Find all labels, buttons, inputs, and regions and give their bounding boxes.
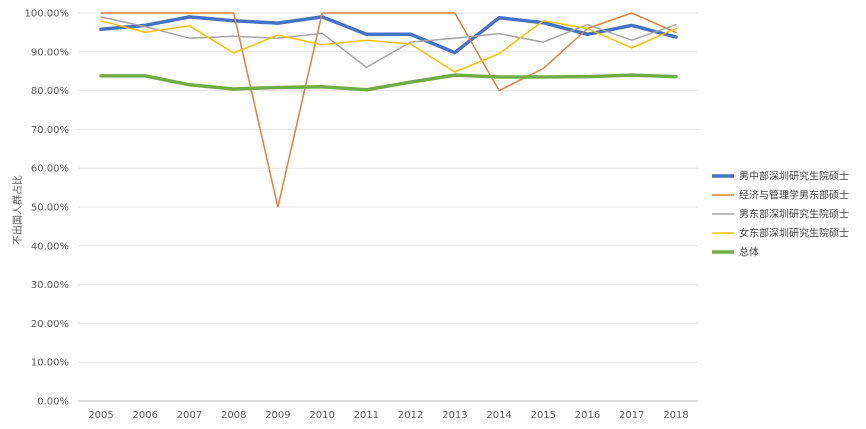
- legend-item: 经济与管理学男东部硕士: [712, 189, 849, 202]
- x-tick-label: 2018: [663, 410, 688, 421]
- x-tick-label: 2017: [619, 410, 644, 421]
- series-line-2: [100, 12, 677, 208]
- series-line-4: [100, 20, 677, 73]
- legend-label: 总体: [739, 246, 759, 259]
- y-tick-label: 80.00%: [31, 86, 69, 97]
- x-axis-ticks: 2005 2006 2007 2008 2009 2010 2011 2012 2013 2014…: [88, 410, 688, 421]
- legend-label: 女东部深圳研究生院硕士: [739, 227, 849, 240]
- legend: 男中部深圳研究生院硕士经济与管理学男东部硕士男东部深圳研究生院硕士女东部深圳研究…: [712, 170, 849, 259]
- y-tick-label: 0.00%: [37, 397, 69, 408]
- y-tick-label: 90.00%: [31, 47, 69, 58]
- series-lines: [99, 12, 678, 208]
- y-tick-label: 100.00%: [25, 9, 70, 20]
- x-tick-label: 2007: [177, 410, 202, 421]
- y-axis-title: 不出国人群占比: [11, 175, 24, 245]
- x-tick-label: 2010: [309, 410, 334, 421]
- y-tick-label: 30.00%: [31, 280, 69, 291]
- y-tick-label: 70.00%: [31, 125, 69, 136]
- gridlines: [78, 12, 698, 402]
- legend-label: 男中部深圳研究生院硕士: [739, 170, 849, 183]
- x-tick-label: 2008: [221, 410, 246, 421]
- x-tick-label: 2013: [442, 410, 467, 421]
- series-line-1: [99, 15, 678, 55]
- x-tick-label: 2009: [265, 410, 290, 421]
- legend-label: 男东部深圳研究生院硕士: [739, 208, 849, 221]
- legend-item: 男东部深圳研究生院硕士: [712, 208, 849, 221]
- x-tick-label: 2016: [575, 410, 600, 421]
- series-line-5: [99, 73, 678, 92]
- x-tick-label: 2006: [133, 410, 158, 421]
- x-tick-label: 2014: [486, 410, 511, 421]
- legend-item: 男中部深圳研究生院硕士: [712, 170, 849, 183]
- x-tick-label: 2011: [354, 410, 379, 421]
- legend-item: 总体: [712, 246, 759, 259]
- x-tick-label: 2005: [88, 410, 113, 421]
- legend-item: 女东部深圳研究生院硕士: [712, 227, 849, 240]
- y-tick-label: 40.00%: [31, 241, 69, 252]
- y-tick-label: 20.00%: [31, 319, 69, 330]
- legend-label: 经济与管理学男东部硕士: [739, 189, 849, 202]
- x-tick-label: 2012: [398, 410, 423, 421]
- y-tick-label: 50.00%: [31, 203, 69, 214]
- x-tick-label: 2015: [531, 410, 556, 421]
- y-axis-ticks: 0.00% 10.00% 20.00% 30.00% 40.00% 50.00% 60.00…: [25, 9, 70, 408]
- y-tick-label: 10.00%: [31, 358, 69, 369]
- y-tick-label: 60.00%: [31, 164, 69, 175]
